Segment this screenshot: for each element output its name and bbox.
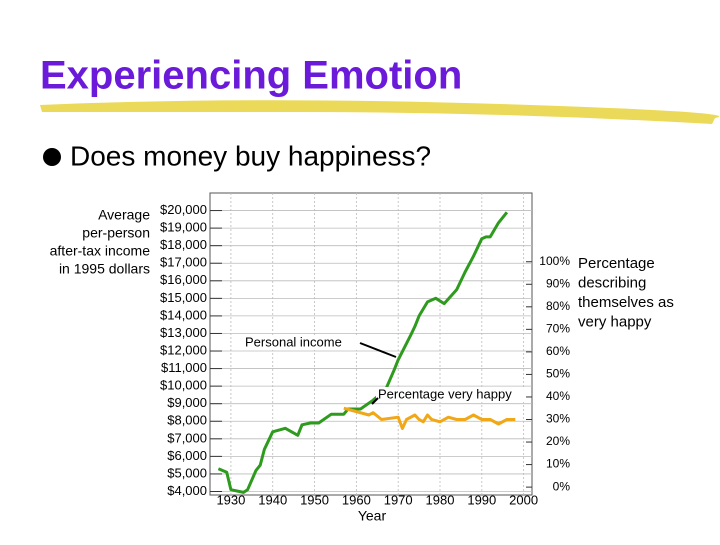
y2-tick-label: 0% xyxy=(553,479,571,493)
x-axis-label: Year xyxy=(358,508,387,524)
y-tick-label: $9,000 xyxy=(167,395,207,410)
y-tick-label: $18,000 xyxy=(160,237,207,252)
y2-tick-label: 10% xyxy=(546,457,570,471)
y-axis-label: after-tax income xyxy=(50,243,151,259)
y-tick-label: $17,000 xyxy=(160,255,207,270)
y2-axis-label: themselves as xyxy=(578,294,674,311)
y2-axis-label: Percentage xyxy=(578,255,655,272)
y-tick-label: $5,000 xyxy=(167,465,207,480)
plot-frame xyxy=(209,192,533,496)
annotation-box xyxy=(243,335,359,350)
y2-tick-label: 80% xyxy=(546,299,570,313)
title: Experiencing Emotion xyxy=(40,54,462,98)
y2-axis-label: describing xyxy=(578,274,646,291)
x-tick-label: 1990 xyxy=(467,492,496,507)
y-tick-label: $7,000 xyxy=(167,430,207,445)
y-tick-label: $10,000 xyxy=(160,378,207,393)
y-tick-label: $16,000 xyxy=(160,272,207,287)
y-tick-label: $14,000 xyxy=(160,307,207,322)
y-axis-label: in 1995 dollars xyxy=(59,261,150,277)
y-axis-label: per-person xyxy=(82,225,150,241)
y-tick-label: $4,000 xyxy=(167,483,207,498)
bullet-icon xyxy=(43,148,61,166)
y2-tick-label: 90% xyxy=(546,276,570,290)
annotation: Personal income xyxy=(245,334,342,349)
x-tick-label: 1950 xyxy=(300,492,329,507)
annotation-arrow xyxy=(359,342,397,358)
y-tick-label: $15,000 xyxy=(160,290,207,305)
x-tick-label: 1940 xyxy=(258,492,287,507)
y2-axis-label: very happy xyxy=(578,313,652,330)
series-line xyxy=(343,406,516,430)
y-tick-label: $20,000 xyxy=(160,202,207,217)
x-tick-label: 2000 xyxy=(509,492,538,507)
y2-tick-label: 20% xyxy=(546,434,570,448)
y-axis-label: Average xyxy=(98,207,150,223)
annotation-box xyxy=(376,387,526,402)
x-tick-label: 1980 xyxy=(426,492,455,507)
y2-tick-label: 70% xyxy=(546,322,570,336)
y2-tick-label: 100% xyxy=(539,254,570,268)
y-tick-label: $11,000 xyxy=(161,360,207,375)
y2-tick-label: 50% xyxy=(546,367,570,381)
y2-tick-label: 30% xyxy=(546,412,570,426)
annotation-arrow xyxy=(371,397,379,405)
y-tick-label: $8,000 xyxy=(167,413,207,428)
y-tick-label: $13,000 xyxy=(160,325,207,340)
y-tick-label: $19,000 xyxy=(160,220,207,235)
annotation: Percentage very happy xyxy=(378,386,512,401)
bullet-text: Does money buy happiness? xyxy=(70,140,431,171)
y-tick-label: $12,000 xyxy=(160,342,207,357)
y2-tick-label: 40% xyxy=(546,389,570,403)
title-underline xyxy=(40,100,720,124)
y2-tick-label: 60% xyxy=(546,344,570,358)
grid xyxy=(210,193,532,495)
x-tick-label: 1970 xyxy=(384,492,413,507)
y-tick-label: $6,000 xyxy=(167,448,207,463)
lines xyxy=(217,211,516,494)
x-tick-label: 1930 xyxy=(216,492,245,507)
x-tick-label: 1960 xyxy=(342,492,371,507)
series-line xyxy=(217,211,509,494)
